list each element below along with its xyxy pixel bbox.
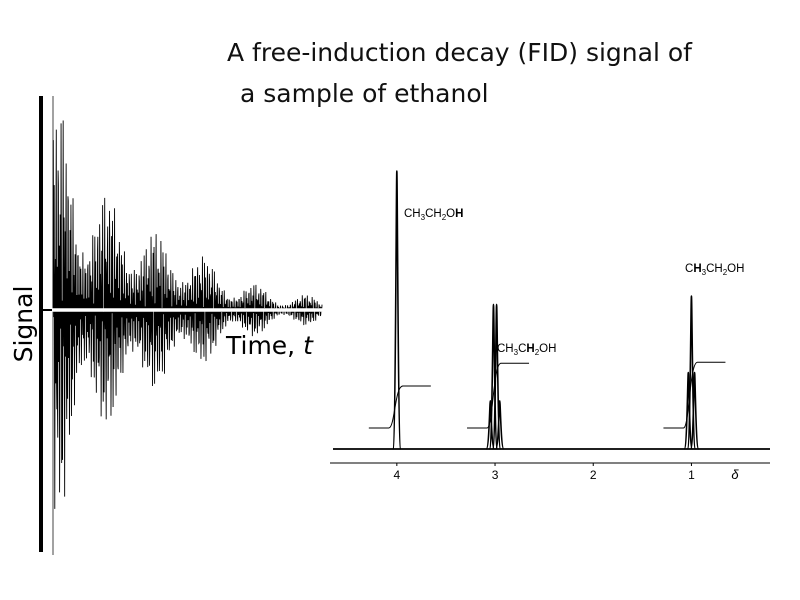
fid-trace: [52, 120, 323, 509]
chart-title: A free-induction decay (FID) signal of a…: [227, 32, 787, 114]
peak-label-part: CH: [706, 263, 723, 275]
peak-label-part: 3: [421, 213, 426, 222]
peak-label-part: 2: [535, 348, 540, 357]
fid-waveform: [52, 120, 323, 509]
spectrum-peak: [485, 400, 496, 450]
peak-label: CH3CH2OH: [404, 208, 463, 222]
title-line-1: A free-induction decay (FID) signal of: [227, 38, 692, 67]
peak-label-part: CH: [425, 208, 442, 220]
peak-label-part: H: [693, 263, 701, 275]
time-axis-label-prefix: Time,: [225, 331, 303, 360]
signal-axis-label: Signal: [9, 286, 38, 363]
peak-label-part: CH: [497, 343, 514, 355]
peak-label-part: H: [455, 208, 463, 220]
spectrum-peak: [494, 400, 505, 450]
peak-label: CH3CH2OH: [685, 263, 744, 277]
peak-label-part: OH: [727, 263, 744, 275]
spectrum-peak: [392, 170, 402, 450]
peak-label: CH3CH2OH: [497, 343, 556, 357]
peak-label-part: C: [518, 343, 526, 355]
peak-label-part: C: [685, 263, 693, 275]
integral-curve: [663, 361, 726, 429]
integral-curve: [467, 362, 530, 429]
spectrum-peaks: [392, 170, 700, 450]
integral-curve: [368, 385, 431, 429]
peak-label-part: 2: [723, 268, 728, 277]
peak-label-part: O: [446, 208, 455, 220]
title-line-2: a sample of ethanol: [240, 79, 489, 108]
peak-label-part: 2: [442, 213, 447, 222]
peak-label-part: CH: [404, 208, 421, 220]
spectrum-peak: [683, 371, 694, 450]
peak-label-part: OH: [539, 343, 556, 355]
time-axis-label: Time, t: [225, 331, 314, 360]
delta-tick-label: 2: [590, 468, 597, 482]
delta-tick-label: 4: [393, 468, 400, 482]
time-axis-label-var: t: [303, 331, 314, 360]
peak-label-part: H: [526, 343, 534, 355]
spectrum-peak: [491, 303, 502, 450]
delta-tick-label: 1: [688, 468, 695, 482]
peak-label-part: 3: [702, 268, 707, 277]
delta-axis-ticks: 4 3 2 1: [393, 463, 695, 482]
spectrum-peak: [689, 371, 700, 450]
delta-axis-label: δ: [731, 467, 739, 482]
delta-tick-label: 3: [492, 468, 499, 482]
peak-label-part: 3: [514, 348, 519, 357]
integral-curves: [368, 361, 726, 429]
